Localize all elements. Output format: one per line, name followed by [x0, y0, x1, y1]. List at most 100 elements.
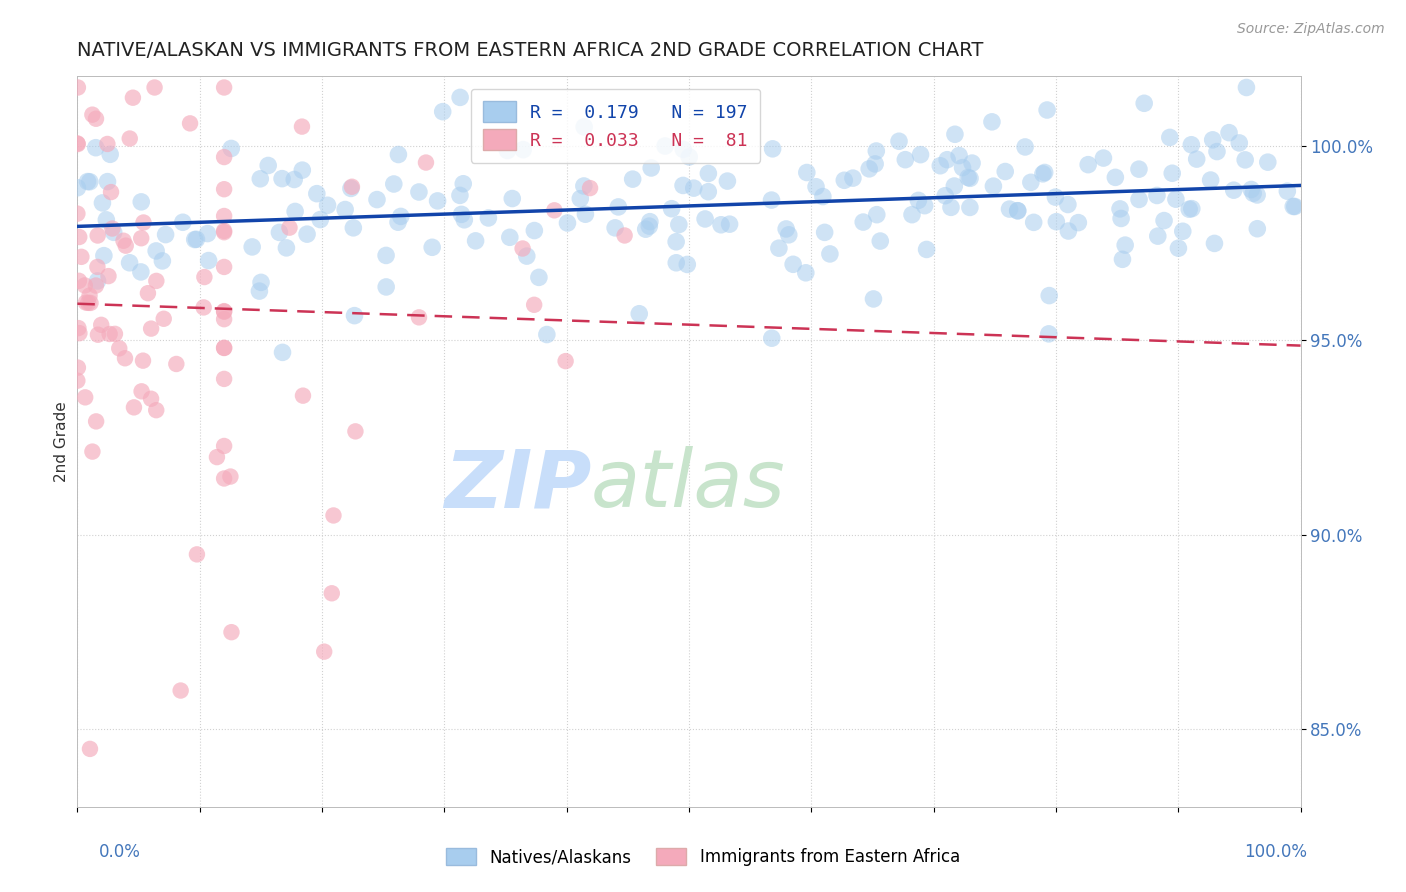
Point: [894, 153, 917, 167]
Point: [1007, 203, 1029, 218]
Point: [1199, 173, 1222, 187]
Point: [1032, 167, 1054, 181]
Point: [449, 90, 471, 104]
Point: [1181, 202, 1204, 216]
Point: [1007, 203, 1029, 218]
Point: [66, 206, 89, 220]
Point: [1218, 126, 1240, 140]
Point: [1045, 190, 1067, 204]
Point: [129, 194, 152, 209]
Point: [375, 280, 398, 294]
Legend: R =  0.179   N = 197, R =  0.033   N =  81: R = 0.179 N = 197, R = 0.033 N = 81: [471, 88, 761, 162]
Point: [451, 177, 474, 191]
Point: [169, 683, 191, 698]
Point: [305, 186, 328, 201]
Point: [634, 222, 657, 236]
Point: [818, 247, 841, 261]
Point: [939, 200, 962, 214]
Point: [90, 318, 112, 332]
Point: [1257, 155, 1279, 169]
Point: [1036, 103, 1059, 117]
Text: 100.0%: 100.0%: [1244, 843, 1308, 861]
Point: [1104, 170, 1126, 185]
Point: [998, 202, 1021, 216]
Point: [1092, 151, 1115, 165]
Point: [603, 220, 626, 235]
Point: [1246, 221, 1268, 235]
Point: [212, 260, 235, 274]
Point: [607, 200, 630, 214]
Point: [718, 217, 741, 231]
Point: [129, 265, 152, 279]
Point: [343, 309, 366, 323]
Point: [1240, 182, 1263, 196]
Point: [665, 256, 688, 270]
Point: [269, 226, 291, 240]
Point: [907, 194, 929, 208]
Point: [96, 212, 118, 227]
Point: [929, 159, 952, 173]
Point: [1133, 96, 1156, 111]
Point: [453, 212, 475, 227]
Point: [205, 450, 228, 464]
Point: [193, 301, 215, 315]
Point: [221, 625, 243, 640]
Point: [672, 178, 695, 193]
Point: [66, 374, 89, 388]
Point: [67, 274, 90, 288]
Point: [869, 234, 891, 248]
Point: [1178, 202, 1201, 217]
Point: [943, 179, 966, 194]
Point: [778, 227, 800, 242]
Point: [212, 224, 235, 238]
Point: [101, 221, 124, 235]
Point: [212, 341, 235, 355]
Point: [1067, 216, 1090, 230]
Point: [389, 210, 412, 224]
Text: ZIP: ZIP: [444, 446, 591, 524]
Point: [1128, 193, 1150, 207]
Point: [321, 586, 343, 600]
Point: [1153, 213, 1175, 227]
Point: [284, 204, 307, 219]
Point: [1128, 162, 1150, 177]
Point: [761, 331, 783, 345]
Point: [762, 142, 785, 156]
Point: [678, 150, 700, 164]
Point: [197, 227, 219, 241]
Point: [910, 147, 932, 161]
Point: [512, 143, 534, 157]
Point: [122, 401, 145, 415]
Point: [76, 175, 98, 189]
Point: [73, 278, 96, 293]
Point: [574, 207, 596, 221]
Point: [387, 215, 409, 229]
Point: [122, 91, 145, 105]
Point: [866, 208, 889, 222]
Point: [139, 392, 162, 406]
Point: [887, 134, 910, 148]
Point: [271, 171, 294, 186]
Point: [132, 215, 155, 229]
Point: [697, 166, 720, 180]
Point: [693, 211, 716, 226]
Point: [82, 444, 104, 458]
Point: [811, 189, 834, 203]
Point: [1019, 175, 1042, 189]
Point: [145, 244, 167, 258]
Point: [91, 195, 114, 210]
Point: [959, 171, 981, 186]
Point: [621, 172, 644, 186]
Point: [543, 203, 565, 218]
Point: [569, 192, 592, 206]
Point: [1038, 326, 1060, 341]
Point: [212, 150, 235, 164]
Point: [86, 274, 108, 288]
Point: [501, 192, 523, 206]
Point: [139, 321, 162, 335]
Point: [716, 174, 738, 188]
Point: [768, 241, 790, 255]
Point: [1109, 211, 1132, 226]
Point: [79, 288, 101, 302]
Point: [387, 147, 409, 161]
